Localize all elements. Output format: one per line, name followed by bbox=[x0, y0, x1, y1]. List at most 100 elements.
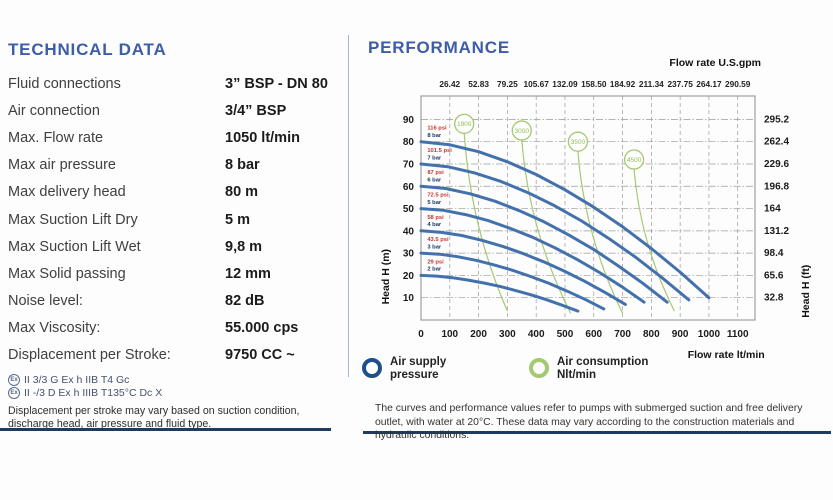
legend-item-air-supply: Air supply pressure bbox=[362, 356, 460, 382]
spec-value: 3/4” BSP bbox=[225, 102, 287, 119]
psi-label: 72.5 psi bbox=[427, 193, 449, 199]
spec-value: 8 bar bbox=[225, 157, 260, 174]
bar-label: 6 bar bbox=[427, 178, 442, 184]
bottom-axis-tick: 200 bbox=[470, 329, 487, 340]
table-row: Max delivery head 80 m bbox=[8, 179, 340, 206]
left-axis-tick: 20 bbox=[403, 271, 415, 282]
air-consumption-bubble-3000 bbox=[511, 120, 532, 141]
spec-label: Max. Flow rate bbox=[8, 129, 104, 146]
top-axis-tick: 264.17 bbox=[696, 79, 722, 89]
air-consumption-icon bbox=[529, 358, 549, 378]
table-row: Noise level: 82 dB bbox=[8, 288, 340, 315]
bottom-axis-tick: 300 bbox=[499, 329, 516, 340]
psi-label: 43.5 psi bbox=[427, 237, 449, 243]
left-bottom-rule bbox=[0, 428, 331, 431]
performance-chart: 26.42 52.83 79.25 105.67 132.09 158.50 184.92 2… bbox=[380, 57, 812, 361]
top-axis-tick: 290.59 bbox=[725, 79, 751, 89]
spec-label: Displacement per Stroke: bbox=[8, 347, 171, 364]
table-row: Max. Flow rate 1050 lt/min bbox=[8, 124, 340, 151]
table-row: Max Suction Lift Wet 9,8 m bbox=[8, 233, 340, 260]
left-axis-label: Head H (m) bbox=[380, 249, 392, 304]
bar-label: 8 bar bbox=[427, 133, 442, 139]
spec-value: 55.000 cps bbox=[225, 320, 299, 337]
top-axis-tick: 184.92 bbox=[610, 79, 636, 89]
displacement-note: Displacement per stroke may vary based o… bbox=[8, 405, 300, 431]
spec-label: Noise level: bbox=[8, 293, 83, 310]
spec-label: Max Suction Lift Dry bbox=[8, 211, 138, 228]
left-axis-tick: 80 bbox=[403, 137, 415, 148]
top-axis-label: Flow rate U.S.gpm bbox=[669, 57, 761, 69]
left-axis-tick: 30 bbox=[403, 249, 415, 260]
technical-data-title: TECHNICAL DATA bbox=[8, 40, 167, 59]
spec-value: 1050 lt/min bbox=[225, 129, 300, 146]
psi-label: 29 psi bbox=[427, 259, 444, 265]
spec-value: 12 mm bbox=[225, 265, 271, 282]
bottom-axis-tick: 0 bbox=[418, 329, 424, 340]
air-consumption-bubble-3500 bbox=[567, 131, 589, 152]
left-axis-tick: 90 bbox=[403, 115, 415, 126]
top-axis-tick: 79.25 bbox=[497, 79, 518, 89]
table-row: Max air pressure 8 bar bbox=[8, 152, 340, 179]
psi-label: 101.5 psi bbox=[427, 148, 452, 154]
top-axis-tick: 105.67 bbox=[523, 79, 549, 89]
air-consumption-bubble-4500 bbox=[623, 149, 645, 170]
bottom-axis-tick: 900 bbox=[672, 329, 689, 340]
air-consumption-curve-4500 bbox=[633, 168, 675, 312]
right-bottom-rule bbox=[363, 431, 831, 434]
spec-table: Fluid connections 3” BSP - DN 80 Air con… bbox=[8, 70, 340, 369]
bar-label: 7 bar bbox=[427, 155, 442, 161]
bottom-axis-label: Flow rate lt/min bbox=[688, 349, 765, 358]
atex-certifications: Ex II 3/3 G Ex h IIB T4 Gc Ex II -/3 D E… bbox=[8, 373, 340, 399]
atex-ex-icon: Ex bbox=[8, 386, 20, 399]
bar-label: 4 bar bbox=[427, 222, 442, 228]
top-axis-tick: 237.75 bbox=[667, 79, 693, 89]
bottom-axis-tick: 400 bbox=[528, 329, 545, 340]
top-axis-tick: 26.42 bbox=[439, 79, 460, 89]
table-row: Max Suction Lift Dry 5 m bbox=[8, 206, 340, 233]
left-axis-tick: 10 bbox=[403, 293, 415, 304]
left-axis-tick: 60 bbox=[403, 182, 415, 193]
bottom-axis-tick: 500 bbox=[557, 329, 574, 340]
atex-ex-icon: Ex bbox=[8, 373, 20, 386]
air-consumption-curve-1900 bbox=[463, 133, 508, 312]
pressure-curve-2-bar bbox=[419, 273, 580, 313]
performance-chart-container: 26.42 52.83 79.25 105.67 132.09 158.50 184.92 2… bbox=[371, 52, 833, 361]
spec-label: Max Solid passing bbox=[8, 265, 126, 282]
bottom-axis-tick: 1100 bbox=[727, 329, 749, 340]
technical-data-section: TECHNICAL DATA Fluid connections 3” BSP … bbox=[8, 40, 340, 432]
air-consumption-value: 4500 bbox=[627, 157, 642, 164]
right-axis-tick: 229.6 bbox=[764, 159, 789, 170]
atex-line: Ex II 3/3 G Ex h IIB T4 Gc bbox=[8, 373, 340, 386]
right-axis-tick: 196.8 bbox=[764, 181, 789, 192]
atex-code: II 3/3 G Ex h IIB T4 Gc bbox=[24, 373, 130, 386]
bottom-axis-tick: 700 bbox=[614, 329, 631, 340]
left-axis-tick: 50 bbox=[403, 204, 415, 215]
spec-value: 9,8 m bbox=[225, 238, 263, 255]
right-axis-tick: 131.2 bbox=[764, 226, 789, 237]
psi-label: 58 psi bbox=[427, 215, 444, 221]
spec-label: Max Suction Lift Wet bbox=[8, 238, 141, 255]
right-axis-label: Head H (ft) bbox=[800, 265, 812, 318]
psi-label: 116 psi bbox=[427, 126, 447, 132]
spec-value: 3” BSP - DN 80 bbox=[225, 75, 328, 92]
pressure-curve-5-bar bbox=[419, 207, 646, 304]
top-axis-tick: 158.50 bbox=[581, 79, 607, 89]
air-consumption-value: 1900 bbox=[457, 121, 472, 128]
spec-value: 9750 CC ~ bbox=[225, 347, 295, 364]
performance-footnote: The curves and performance values refer … bbox=[375, 403, 803, 442]
pressure-curve-6-bar bbox=[419, 184, 669, 304]
right-axis-tick: 262.4 bbox=[764, 137, 789, 148]
legend-item-air-consumption: Air consumption Nlt/min bbox=[529, 356, 667, 382]
bar-label: 3 bar bbox=[427, 244, 442, 250]
right-axis-tick: 65.6 bbox=[764, 270, 784, 281]
pressure-curve-4-bar bbox=[419, 229, 627, 306]
spec-label: Max air pressure bbox=[8, 157, 116, 174]
table-row: Fluid connections 3” BSP - DN 80 bbox=[8, 70, 340, 97]
air-consumption-curve-3500 bbox=[577, 151, 624, 314]
air-consumption-curve-3000 bbox=[521, 139, 572, 314]
top-axis-tick: 132.09 bbox=[552, 79, 578, 89]
spec-value: 80 m bbox=[225, 184, 259, 201]
column-divider bbox=[348, 35, 349, 377]
legend-label: Air consumption Nlt/min bbox=[557, 356, 649, 382]
right-axis-tick: 295.2 bbox=[764, 114, 789, 125]
